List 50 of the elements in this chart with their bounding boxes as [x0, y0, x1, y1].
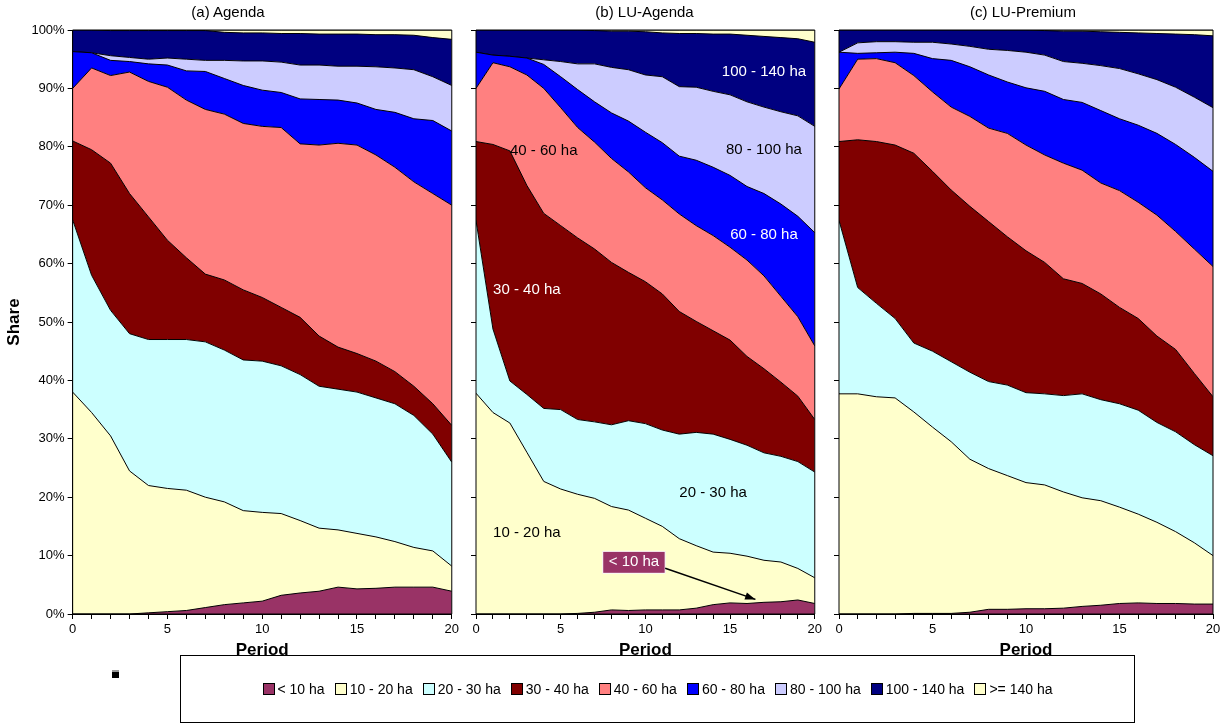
y-tick-label: 30%	[38, 430, 66, 446]
y-tick-label: 20%	[38, 488, 66, 504]
x-tick-label: 20	[807, 621, 822, 637]
legend-label: >= 140 ha	[989, 681, 1053, 697]
y-tick-label: 70%	[38, 196, 66, 212]
y-tick-label: 50%	[38, 313, 66, 329]
series-label: 60 - 80 ha	[730, 224, 799, 242]
x-tick-label: 20	[444, 621, 459, 637]
y-tick-label: 90%	[38, 79, 66, 95]
x-tick-label: 10	[1018, 621, 1034, 637]
chart-title: (a) Agenda	[191, 3, 266, 21]
legend-label: < 10 ha	[277, 681, 325, 697]
x-tick-label: 5	[928, 621, 937, 637]
x-axis-title: Period	[999, 640, 1053, 660]
x-tick-label: 0	[472, 621, 480, 637]
legend-label: 20 - 30 ha	[437, 681, 501, 697]
x-axis-title: Period	[618, 640, 672, 660]
legend-label: 80 - 100 ha	[789, 681, 861, 697]
series-label: 20 - 30 ha	[679, 483, 748, 501]
y-tick-label: 60%	[38, 255, 66, 271]
legend-label: 30 - 40 ha	[525, 681, 589, 697]
x-tick-label: 0	[69, 621, 77, 637]
x-tick-label: 15	[349, 621, 365, 637]
series-label: 40 - 60 ha	[509, 141, 579, 159]
series-label: 100 - 140 ha	[721, 61, 807, 79]
series-label: 10 - 20 ha	[493, 523, 562, 541]
x-tick-label: 15	[722, 621, 738, 637]
y-tick-label: 0%	[45, 605, 66, 621]
series-label: 80 - 100 ha	[726, 140, 803, 158]
chart-title: (b) LU-Agenda	[595, 3, 695, 21]
x-tick-label: 15	[1112, 621, 1127, 637]
y-tick-label: 40%	[38, 371, 66, 387]
legend-label: 100 - 140 ha	[885, 681, 965, 697]
x-axis-title: Period	[235, 640, 289, 660]
x-tick-label: 10	[254, 621, 270, 637]
legend-label: 10 - 20 ha	[349, 681, 413, 697]
chart-title: (c) LU-Premium	[970, 3, 1076, 21]
y-tick-label: 100%	[31, 21, 66, 37]
y-axis-title: Share	[3, 298, 23, 346]
legend-label: 40 - 60 ha	[613, 681, 677, 697]
x-tick-label: 5	[557, 621, 565, 637]
y-tick-label: 10%	[38, 547, 66, 563]
legend-label: 60 - 80 ha	[701, 681, 765, 697]
series-label: 30 - 40 ha	[493, 280, 562, 298]
x-tick-label: 10	[638, 621, 653, 637]
text: < 10 ha	[608, 552, 660, 570]
x-tick-label: 5	[163, 621, 172, 637]
x-tick-label: 0	[835, 621, 843, 637]
x-tick-label: 20	[1205, 621, 1221, 637]
y-tick-label: 80%	[38, 138, 66, 154]
